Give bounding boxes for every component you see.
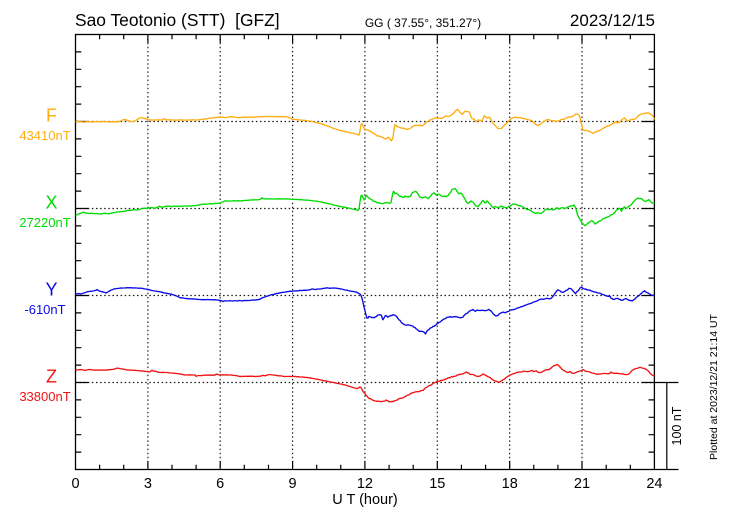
svg-text:6: 6: [216, 476, 224, 492]
svg-text:Y: Y: [45, 280, 57, 300]
svg-text:-610nT: -610nT: [24, 302, 65, 317]
svg-text:GG ( 37.55°, 351.27°): GG ( 37.55°, 351.27°): [365, 16, 481, 30]
svg-text:18: 18: [502, 476, 518, 492]
svg-text:21: 21: [574, 476, 590, 492]
svg-text:3: 3: [144, 476, 152, 492]
svg-text:0: 0: [71, 476, 79, 492]
svg-text:9: 9: [289, 476, 297, 492]
svg-text:U T (hour): U T (hour): [332, 492, 398, 508]
svg-text:12: 12: [357, 476, 373, 492]
svg-text:Sao Teotonio (STT) [GFZ]: Sao Teotonio (STT) [GFZ]: [75, 10, 280, 30]
svg-text:Z: Z: [46, 367, 57, 387]
svg-text:Plotted at 2023/12/21 21:14 UT: Plotted at 2023/12/21 21:14 UT: [708, 313, 720, 460]
svg-text:2023/12/15: 2023/12/15: [570, 11, 655, 30]
svg-text:100 nT: 100 nT: [670, 406, 684, 445]
svg-text:X: X: [45, 193, 57, 213]
svg-text:15: 15: [429, 476, 445, 492]
svg-text:F: F: [46, 106, 57, 126]
svg-text:24: 24: [646, 476, 662, 492]
svg-text:33800nT: 33800nT: [19, 389, 70, 404]
svg-text:27220nT: 27220nT: [19, 215, 70, 230]
svg-text:43410nT: 43410nT: [19, 128, 70, 143]
